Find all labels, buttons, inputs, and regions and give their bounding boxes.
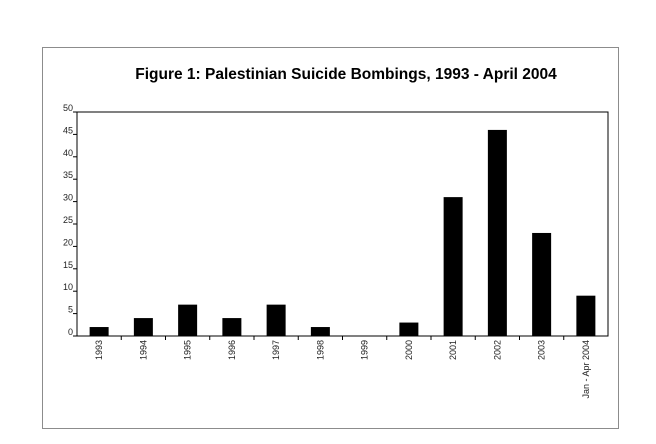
y-tick-label: 40	[63, 148, 73, 158]
y-tick-label: 20	[63, 237, 73, 247]
y-tick-label: 45	[63, 125, 73, 135]
y-tick-label: 10	[63, 282, 73, 292]
bar	[89, 327, 109, 336]
x-tick-label: 1999	[360, 340, 370, 360]
x-tick-label: 2002	[492, 340, 502, 360]
bar	[133, 318, 153, 336]
y-tick-label: 0	[68, 327, 73, 337]
x-tick-label: 2001	[448, 340, 458, 360]
x-tick-label: 1995	[183, 340, 193, 360]
x-tick-label: 1994	[138, 340, 148, 360]
y-tick-label: 50	[63, 103, 73, 113]
bar	[443, 197, 463, 336]
bar	[310, 327, 330, 336]
plot-area	[76, 111, 609, 337]
x-tick-label: Jan - Apr 2004	[581, 340, 591, 399]
bar	[487, 129, 507, 336]
chart-frame	[42, 47, 619, 429]
x-tick-label: 1997	[271, 340, 281, 360]
y-tick-label: 25	[63, 215, 73, 225]
chart-title: Figure 1: Palestinian Suicide Bombings, …	[135, 66, 557, 83]
bar	[266, 304, 286, 336]
y-tick-label: 15	[63, 260, 73, 270]
x-tick-label: 1993	[94, 340, 104, 360]
y-tick-label: 30	[63, 193, 73, 203]
y-tick-label: 35	[63, 170, 73, 180]
bar	[178, 304, 198, 336]
x-tick-label: 1998	[315, 340, 325, 360]
y-tick-label: 5	[68, 305, 73, 315]
bar	[532, 232, 552, 336]
x-tick-label: 2000	[404, 340, 414, 360]
x-tick-label: 2003	[537, 340, 547, 360]
bar	[576, 295, 596, 336]
bar	[222, 318, 242, 336]
bar	[399, 322, 419, 336]
x-tick-label: 1996	[227, 340, 237, 360]
